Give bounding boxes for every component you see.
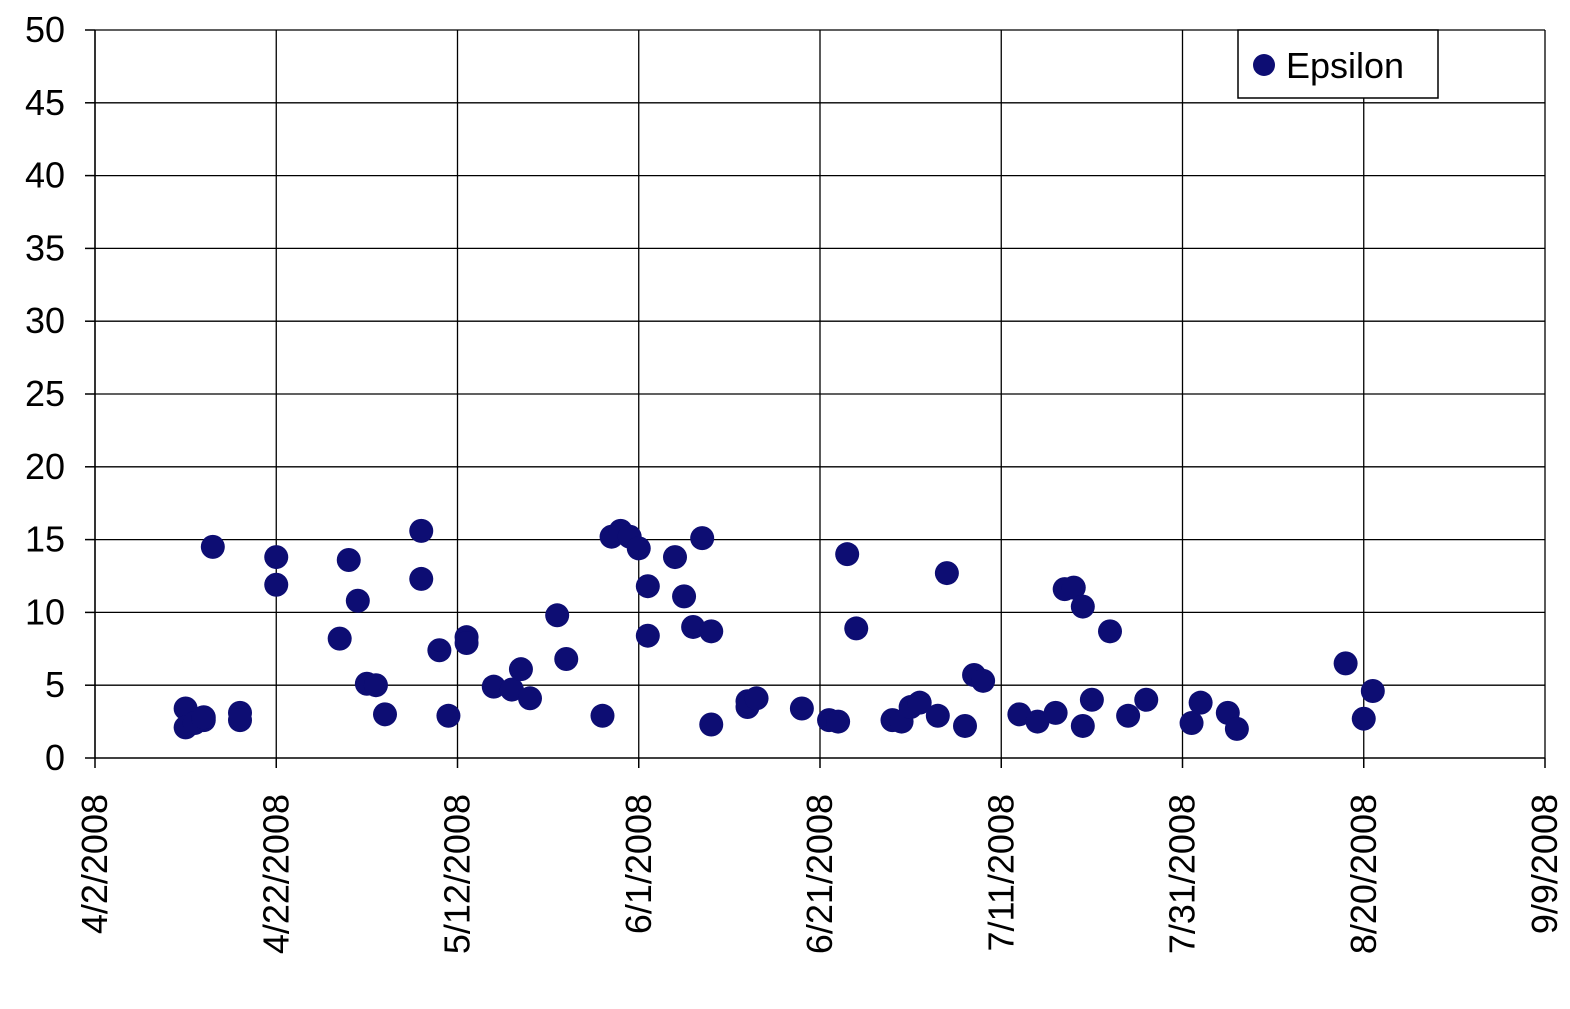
data-point	[672, 584, 697, 609]
legend-marker	[1253, 54, 1275, 76]
data-point	[953, 713, 977, 738]
data-point	[1224, 716, 1249, 741]
data-point	[363, 673, 388, 698]
data-point	[518, 686, 542, 711]
y-tick-label: 25	[25, 373, 65, 414]
y-tick-label: 0	[45, 737, 65, 778]
data-point	[427, 638, 452, 663]
data-point	[554, 646, 579, 671]
data-point	[1079, 687, 1104, 712]
data-point	[345, 588, 370, 613]
axes	[85, 29, 1546, 768]
x-axis-tick-labels: 4/2/2008 4/22/2008 5/12/2008 6/1/2008 6/21/2…	[74, 794, 1565, 954]
data-point	[635, 574, 660, 599]
y-axis-tick-labels: 0 5 10 15 20 25 30 35 40 45 50	[25, 9, 65, 778]
data-point	[264, 572, 289, 597]
data-point	[336, 547, 361, 572]
data-point	[1134, 687, 1159, 712]
data-point	[228, 708, 252, 733]
data-point	[508, 657, 533, 682]
data-point	[1098, 619, 1122, 644]
data-point	[499, 677, 524, 702]
x-tick-label: 7/31/2008	[1162, 794, 1203, 954]
y-tick-label: 15	[25, 519, 65, 560]
data-point	[1351, 706, 1376, 731]
data-points	[173, 518, 1385, 741]
data-point	[545, 603, 570, 628]
y-tick-label: 10	[25, 591, 65, 632]
data-point	[191, 705, 216, 730]
x-tick-label: 6/1/2008	[618, 794, 659, 934]
data-point	[264, 545, 289, 570]
data-point	[1070, 594, 1095, 619]
data-point	[409, 518, 434, 543]
data-point	[454, 630, 479, 655]
data-point	[971, 668, 996, 693]
x-tick-label: 4/2/2008	[74, 794, 115, 934]
data-point	[1025, 709, 1050, 734]
y-tick-label: 50	[25, 9, 65, 50]
data-point	[835, 542, 860, 567]
y-tick-label: 45	[25, 82, 65, 123]
legend: Epsilon	[1237, 29, 1439, 99]
data-point	[481, 674, 506, 699]
x-tick-label: 5/12/2008	[437, 794, 478, 954]
x-tick-label: 4/22/2008	[255, 794, 296, 954]
y-tick-label: 20	[25, 446, 65, 487]
data-point	[744, 686, 769, 711]
data-point	[907, 690, 932, 715]
x-tick-label: 6/21/2008	[799, 794, 840, 954]
data-point	[590, 703, 615, 728]
y-tick-label: 40	[25, 155, 65, 196]
y-tick-label: 35	[25, 227, 65, 268]
x-tick-label: 9/9/2008	[1524, 794, 1565, 934]
data-point	[1043, 700, 1068, 725]
data-point	[1333, 651, 1358, 676]
data-point	[934, 561, 959, 586]
data-point	[690, 526, 715, 551]
data-point	[1360, 679, 1385, 704]
legend-label: Epsilon	[1286, 45, 1404, 86]
data-point	[699, 619, 724, 644]
data-point	[789, 696, 814, 721]
data-point	[635, 623, 660, 648]
data-point	[699, 712, 724, 737]
data-point	[200, 534, 225, 559]
x-tick-label: 8/20/2008	[1343, 794, 1384, 954]
data-point	[681, 614, 706, 639]
data-point	[826, 709, 851, 734]
data-point	[844, 616, 869, 641]
data-point	[1070, 713, 1095, 738]
data-point	[409, 566, 434, 591]
y-tick-label: 5	[45, 664, 65, 705]
data-point	[373, 702, 397, 727]
y-tick-label: 30	[25, 300, 65, 341]
data-point	[1061, 575, 1086, 600]
data-point	[1116, 703, 1141, 728]
data-point	[327, 626, 352, 651]
data-point	[663, 545, 687, 570]
data-point	[1007, 702, 1032, 727]
data-point	[626, 536, 651, 561]
data-point	[925, 703, 950, 728]
data-point	[436, 703, 461, 728]
data-point	[1188, 690, 1213, 715]
data-point	[1179, 711, 1204, 736]
x-tick-label: 7/11/2008	[980, 794, 1021, 951]
